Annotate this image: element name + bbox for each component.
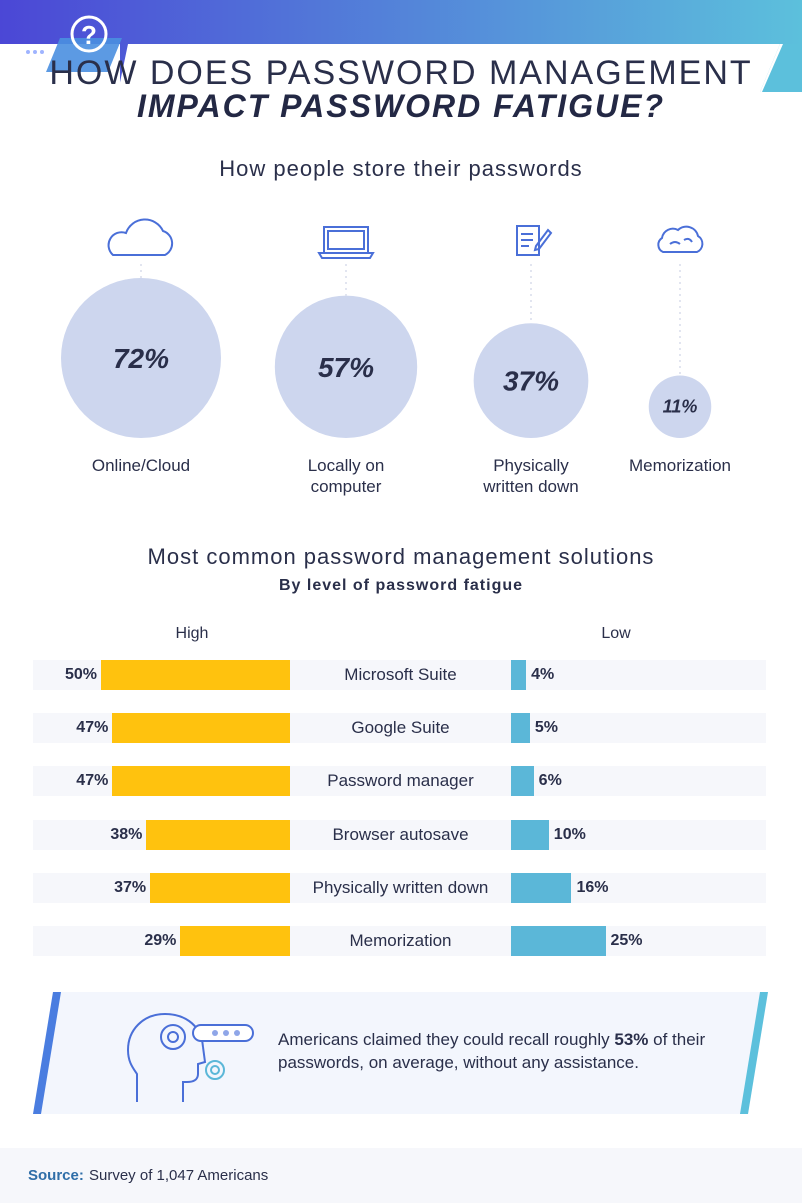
title-line-2: IMPACT PASSWORD FATIGUE? <box>137 88 665 124</box>
bubble-value-label: 57% <box>318 352 374 383</box>
solution-category-label: Memorization <box>349 931 452 950</box>
solution-category-label: Google Suite <box>351 718 450 737</box>
storage-section-title: How people store their passwords <box>219 156 583 181</box>
cloud-icon <box>107 218 174 256</box>
low-fatigue-bar <box>511 873 572 903</box>
notepad-pencil-icon <box>516 225 553 256</box>
high-fatigue-label: 38% <box>110 826 143 843</box>
high-fatigue-bar <box>146 820 290 850</box>
bar-row <box>33 926 766 956</box>
high-fatigue-label: 47% <box>76 719 109 736</box>
solution-category-label: Physically written down <box>312 878 489 897</box>
source-text: Survey of 1,047 Americans <box>89 1167 269 1184</box>
high-fatigue-bar <box>150 873 290 903</box>
bubble-label-written-down-text: Physically written down <box>483 456 579 496</box>
title-line-1: HOW DOES PASSWORD MANAGEMENT <box>49 54 753 92</box>
callout-highlight: 53% <box>614 1030 649 1049</box>
management-section-subtitle: By level of password fatigue <box>278 577 524 594</box>
management-section-title: Most common password management solution… <box>147 544 655 569</box>
footer <box>0 1148 802 1203</box>
low-fatigue-label: 16% <box>576 879 609 896</box>
low-fatigue-label: 6% <box>538 772 562 789</box>
high-fatigue-label: 47% <box>76 772 109 789</box>
bubble-label-online-cloud: Online/Cloud <box>91 456 191 475</box>
brain-cloud-icon <box>657 225 704 253</box>
low-fatigue-bar <box>511 766 534 796</box>
solution-category-label: Microsoft Suite <box>344 665 457 684</box>
bubble-2 <box>473 323 589 438</box>
solution-category-label: Browser autosave <box>332 825 469 844</box>
bubble-value-label: 72% <box>113 343 169 374</box>
low-fatigue-label: 10% <box>553 826 586 843</box>
header-banner: ? <box>0 0 802 92</box>
source-label: Source: <box>28 1167 84 1184</box>
low-fatigue-label: 5% <box>534 719 559 736</box>
callout-box <box>33 992 768 1114</box>
bubble-label-locally: Locally on computer <box>261 455 431 497</box>
low-fatigue-bar <box>511 926 606 956</box>
high-fatigue-bar <box>180 926 290 956</box>
bubble-1 <box>274 295 418 438</box>
storage-bubble-chart: 72% 57% 37% 11% <box>61 218 712 438</box>
bubble-0 <box>61 278 221 438</box>
bubble-label-written-down: Physically written down <box>446 455 616 497</box>
low-fatigue-bar <box>511 660 527 690</box>
bubble-value-label: 11% <box>663 397 698 417</box>
high-fatigue-label: 29% <box>144 932 177 949</box>
laptop-icon <box>317 226 375 259</box>
callout-text: Americans claimed they could recall roug… <box>278 1030 706 1072</box>
head-gears-password-icon <box>126 1012 254 1102</box>
svg-text:?: ? <box>81 20 97 50</box>
bubble-label-locally-text: Locally on computer <box>307 456 385 496</box>
solution-category-label: Password manager <box>327 771 474 790</box>
low-fatigue-bar <box>511 820 549 850</box>
bubble-3 <box>648 375 712 438</box>
low-fatigue-label: 4% <box>531 666 555 683</box>
high-column-label: High <box>175 625 209 642</box>
high-fatigue-bar <box>112 766 290 796</box>
low-column-label: Low <box>601 625 631 642</box>
bubble-label-memorization: Memorization <box>628 456 732 475</box>
bubble-value-label: 37% <box>503 366 559 397</box>
high-fatigue-bar <box>112 713 290 743</box>
low-fatigue-label: 25% <box>610 932 643 949</box>
high-fatigue-bar <box>101 660 290 690</box>
low-fatigue-bar <box>511 713 530 743</box>
question-mark-icon: ? <box>70 15 108 53</box>
high-fatigue-label: 50% <box>64 666 97 683</box>
high-fatigue-label: 37% <box>114 879 147 896</box>
